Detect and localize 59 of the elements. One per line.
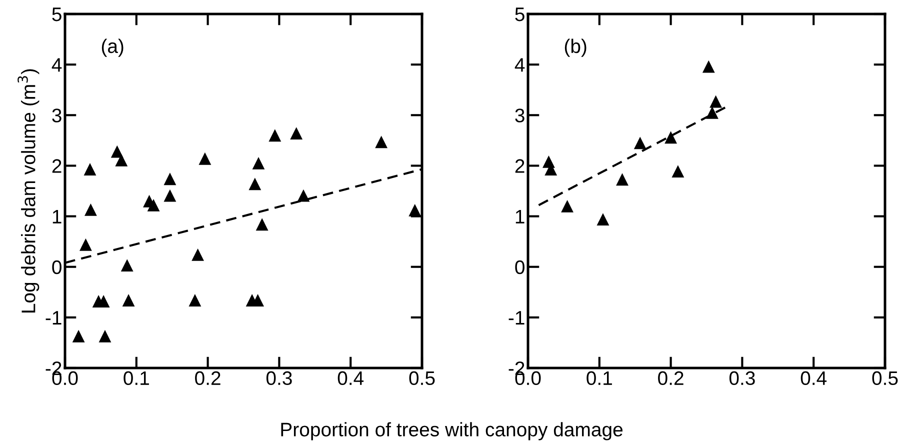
point	[79, 238, 92, 251]
y-tick-label: 2	[52, 159, 62, 173]
point	[164, 189, 176, 202]
point	[664, 131, 678, 144]
y-tick-label: 1	[52, 210, 62, 224]
point	[122, 294, 135, 306]
point	[192, 248, 204, 261]
annotation: (a)	[102, 38, 124, 57]
point	[616, 173, 628, 186]
x-tick-label: 0.2	[658, 371, 684, 386]
point	[164, 172, 176, 186]
point	[72, 330, 85, 342]
point	[115, 154, 128, 166]
y-tick-label: 3	[52, 108, 62, 122]
point	[252, 156, 265, 170]
point	[375, 136, 388, 148]
x-axis-title: Proportion of trees with canopy damage	[281, 422, 623, 440]
point	[710, 95, 722, 108]
y-tick-label: 5	[52, 8, 62, 22]
x-tick-label: 0.4	[338, 371, 364, 386]
x-tick-label: 0.2	[195, 371, 220, 386]
y-tick-label: 0	[515, 260, 524, 274]
y-tick-label: 3	[515, 108, 524, 122]
x-tick-label: 0.3	[266, 371, 292, 386]
point	[198, 152, 212, 165]
annotation: (b)	[564, 38, 586, 57]
y-tick-label: -1	[46, 311, 62, 324]
point	[702, 60, 715, 73]
point	[290, 127, 303, 140]
point	[84, 163, 96, 176]
y-axis-title: Log debris dam volume (m$^{3}$)	[18, 69, 40, 312]
y-tick-label: 4	[514, 58, 525, 72]
y-tick-label: 1	[516, 210, 524, 224]
point	[297, 189, 310, 202]
y-tick-label: 5	[515, 8, 524, 22]
point	[634, 136, 646, 150]
x-tick-label: 0.1	[124, 371, 149, 386]
x-tick-label: 0.5	[872, 371, 898, 386]
point	[147, 198, 160, 212]
point	[408, 204, 422, 216]
point	[706, 106, 718, 119]
y-tick-label: 0	[52, 260, 62, 274]
y-tick-label: 4	[52, 58, 62, 72]
point	[84, 204, 97, 216]
point	[672, 165, 684, 178]
point	[120, 259, 134, 272]
point	[188, 294, 202, 306]
point	[248, 178, 262, 190]
point	[256, 218, 268, 231]
x-tick-label: 0.5	[409, 371, 435, 386]
x-tick-label: 0.3	[729, 371, 755, 386]
point	[98, 330, 112, 342]
y-tick-label: 2	[515, 159, 524, 173]
y-tick-label: -1	[508, 311, 524, 324]
point	[268, 129, 282, 142]
x-tick-label: 0.1	[586, 371, 612, 386]
x-tick-label: 0.4	[800, 371, 827, 386]
point	[561, 200, 574, 212]
point	[596, 213, 610, 226]
